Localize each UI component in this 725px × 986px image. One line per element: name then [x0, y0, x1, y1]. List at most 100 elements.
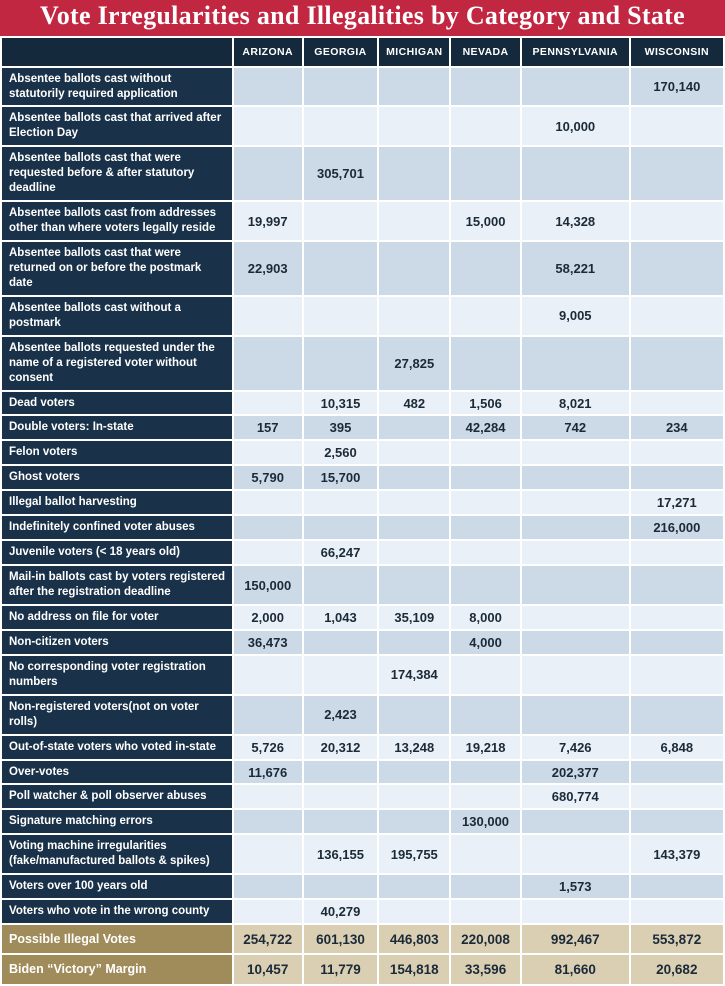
table-row: Indefinitely confined voter abuses 216,0… — [2, 516, 723, 540]
row-label: Mail-in ballots cast by voters registere… — [2, 566, 232, 604]
value-cell-wisconsin — [630, 242, 723, 295]
value-cell-arizona — [233, 810, 302, 834]
value-cell-wisconsin — [630, 296, 723, 335]
table-row: Non-registered voters(not on voter rolls… — [2, 695, 723, 734]
row-label: Absentee ballots requested under the nam… — [2, 336, 232, 390]
table-row: Voters who vote in the wrong county 40,2… — [2, 900, 723, 924]
value-cell-nevada — [451, 900, 520, 924]
value-cell-nevada — [451, 466, 520, 490]
row-label: Voters over 100 years old — [2, 875, 232, 899]
value-cell-michigan — [379, 900, 450, 924]
value-cell-michigan — [379, 242, 450, 295]
page-title: Vote Irregularities and Illegalities by … — [40, 1, 685, 30]
row-label: Absentee ballots cast that were returned… — [2, 242, 232, 295]
column-header-arizona: ARIZONA — [233, 37, 302, 66]
value-cell-pennsylvania: 992,467 — [521, 925, 629, 954]
row-label: Illegal ballot harvesting — [2, 491, 232, 515]
row-label: No address on file for voter — [2, 605, 232, 629]
value-cell-nevada: 220,008 — [451, 925, 520, 954]
value-cell-georgia: 15,700 — [303, 466, 378, 490]
value-cell-nevada — [451, 541, 520, 565]
value-cell-wisconsin — [630, 541, 723, 565]
value-cell-michigan — [379, 541, 450, 565]
value-cell-nevada — [451, 67, 520, 106]
row-label: Non-registered voters(not on voter rolls… — [2, 695, 232, 734]
table-row: Voters over 100 years old 1,573 — [2, 875, 723, 899]
value-cell-wisconsin — [630, 785, 723, 809]
row-label: Indefinitely confined voter abuses — [2, 516, 232, 540]
value-cell-pennsylvania — [521, 441, 629, 465]
value-cell-michigan: 195,755 — [379, 835, 450, 874]
value-cell-arizona — [233, 695, 302, 734]
value-cell-nevada — [451, 296, 520, 335]
value-cell-wisconsin — [630, 655, 723, 694]
value-cell-pennsylvania: 1,573 — [521, 875, 629, 899]
row-label: Absentee ballots cast without a postmark — [2, 296, 232, 335]
data-table: ARIZONA GEORGIA MICHIGAN NEVADA PENNSYLV… — [0, 35, 725, 986]
value-cell-wisconsin — [630, 810, 723, 834]
value-cell-michigan — [379, 516, 450, 540]
table-row: Mail-in ballots cast by voters registere… — [2, 566, 723, 604]
value-cell-nevada — [451, 785, 520, 809]
value-cell-wisconsin — [630, 391, 723, 415]
value-cell-pennsylvania — [521, 516, 629, 540]
value-cell-wisconsin — [630, 695, 723, 734]
value-cell-arizona — [233, 516, 302, 540]
table-row: Over-votes 11,676 202,377 — [2, 760, 723, 784]
value-cell-michigan — [379, 296, 450, 335]
column-header-pennsylvania: PENNSYLVANIA — [521, 37, 629, 66]
value-cell-wisconsin — [630, 466, 723, 490]
row-label: Absentee ballots cast that were requeste… — [2, 147, 232, 201]
value-cell-georgia — [303, 655, 378, 694]
value-cell-michigan — [379, 875, 450, 899]
value-cell-wisconsin — [630, 630, 723, 654]
value-cell-michigan: 27,825 — [379, 336, 450, 390]
value-cell-pennsylvania — [521, 655, 629, 694]
column-header-nevada: NEVADA — [451, 37, 520, 66]
value-cell-pennsylvania — [521, 541, 629, 565]
table-row: Illegal ballot harvesting 17,271 — [2, 491, 723, 515]
value-cell-wisconsin — [630, 336, 723, 390]
table-row: Absentee ballots requested under the nam… — [2, 336, 723, 390]
row-label: Juvenile voters (< 18 years old) — [2, 541, 232, 565]
value-cell-nevada — [451, 441, 520, 465]
column-header-michigan: MICHIGAN — [379, 37, 450, 66]
table-header: ARIZONA GEORGIA MICHIGAN NEVADA PENNSYLV… — [2, 37, 723, 66]
table-body: Absentee ballots cast without statutoril… — [2, 67, 723, 984]
row-label: No corresponding voter registration numb… — [2, 655, 232, 694]
value-cell-wisconsin — [630, 760, 723, 784]
value-cell-arizona: 2,000 — [233, 605, 302, 629]
value-cell-wisconsin — [630, 875, 723, 899]
value-cell-michigan: 35,109 — [379, 605, 450, 629]
table-row: Voting machine irregularities (fake/manu… — [2, 835, 723, 874]
value-cell-arizona: 19,997 — [233, 202, 302, 241]
value-cell-georgia — [303, 296, 378, 335]
value-cell-michigan — [379, 695, 450, 734]
value-cell-georgia — [303, 810, 378, 834]
row-label: Felon voters — [2, 441, 232, 465]
value-cell-wisconsin: 234 — [630, 416, 723, 440]
table-row: Dead voters 10,315 482 1,506 8,021 — [2, 391, 723, 415]
row-label: Poll watcher & poll observer abuses — [2, 785, 232, 809]
value-cell-pennsylvania — [521, 900, 629, 924]
value-cell-michigan: 174,384 — [379, 655, 450, 694]
value-cell-nevada: 8,000 — [451, 605, 520, 629]
value-cell-michigan — [379, 785, 450, 809]
value-cell-arizona: 11,676 — [233, 760, 302, 784]
value-cell-wisconsin — [630, 441, 723, 465]
table-row: Absentee ballots cast from addresses oth… — [2, 202, 723, 241]
value-cell-michigan — [379, 630, 450, 654]
value-cell-nevada: 130,000 — [451, 810, 520, 834]
value-cell-arizona — [233, 541, 302, 565]
value-cell-nevada — [451, 336, 520, 390]
value-cell-wisconsin: 143,379 — [630, 835, 723, 874]
value-cell-georgia: 305,701 — [303, 147, 378, 201]
value-cell-arizona: 150,000 — [233, 566, 302, 604]
value-cell-michigan — [379, 67, 450, 106]
value-cell-georgia: 2,560 — [303, 441, 378, 465]
table-row: Juvenile voters (< 18 years old) 66,247 — [2, 541, 723, 565]
value-cell-wisconsin: 170,140 — [630, 67, 723, 106]
value-cell-georgia — [303, 202, 378, 241]
value-cell-pennsylvania — [521, 336, 629, 390]
value-cell-pennsylvania — [521, 466, 629, 490]
